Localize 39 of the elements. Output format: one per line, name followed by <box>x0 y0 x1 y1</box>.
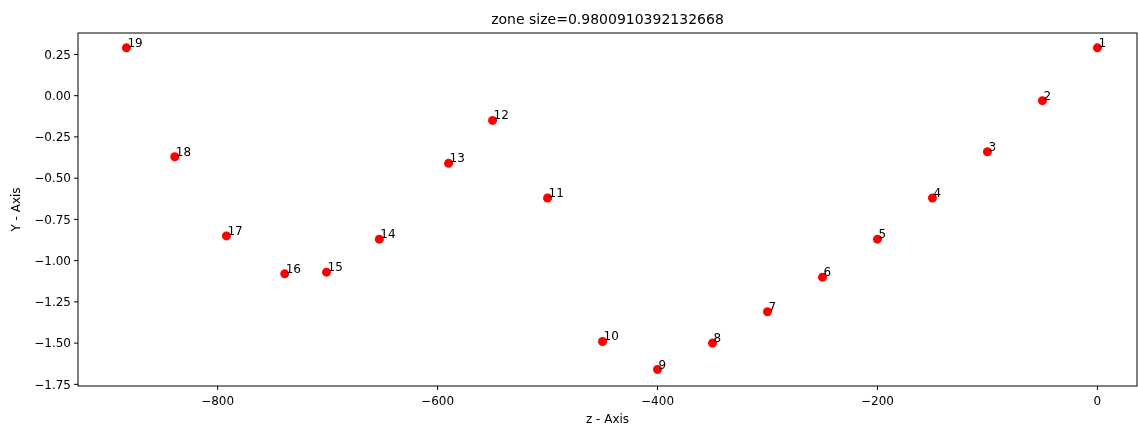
annotation: 18 <box>175 144 192 159</box>
annotation: 19 <box>127 35 143 50</box>
x-tick-label: −400 <box>641 394 675 408</box>
annotation: 11 <box>548 185 564 200</box>
point <box>1092 43 1102 53</box>
annotation: 9 <box>658 357 667 372</box>
point <box>121 43 131 53</box>
annotation: 3 <box>988 139 997 154</box>
x-tick-label: −200 <box>860 394 894 408</box>
annotation: 8 <box>713 331 722 346</box>
y-tick-label: −0.75 <box>34 212 71 227</box>
annotation: 4 <box>933 185 942 200</box>
x-tick-label: −800 <box>201 394 235 408</box>
annotation: 15 <box>327 260 343 275</box>
y-tick-label: −1.75 <box>34 377 71 392</box>
x-axis-title: z - Axis <box>585 412 630 426</box>
y-tick-label: −0.50 <box>34 171 71 186</box>
annotation: 10 <box>603 329 619 344</box>
y-axis-title: Y - Axis <box>9 187 23 233</box>
annotation: 13 <box>449 151 465 166</box>
x-tick-label: 0 <box>1093 394 1102 408</box>
y-tick-label: −1.00 <box>34 253 71 268</box>
annotation: 1 <box>1098 35 1107 50</box>
annotation: 12 <box>493 108 509 123</box>
y-tick-label: −1.25 <box>34 295 71 310</box>
y-tick-label: 0.00 <box>44 88 71 103</box>
annotation: 14 <box>380 227 396 242</box>
annotation: 5 <box>878 227 887 242</box>
annotation: 2 <box>1043 88 1052 103</box>
chart-title: zone size=0.9800910392132668 <box>491 11 724 27</box>
annotation: 6 <box>823 265 832 280</box>
y-tick-label: −0.25 <box>34 130 71 145</box>
y-tick-label: 0.25 <box>44 47 71 62</box>
annotation: 16 <box>285 261 302 276</box>
y-tick-label: −1.50 <box>34 336 71 351</box>
annotation: 7 <box>768 299 777 314</box>
x-tick-label: −600 <box>421 394 455 408</box>
point <box>221 231 231 241</box>
annotation: 17 <box>227 223 243 238</box>
